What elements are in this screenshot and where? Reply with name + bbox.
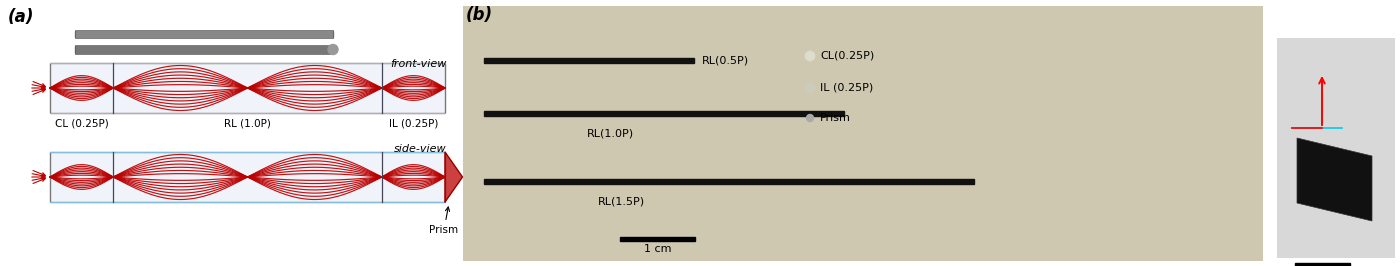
Bar [50,152,445,202]
Text: RL (1.0P): RL (1.0P) [224,118,272,128]
Bar [484,179,974,184]
Polygon shape [1296,138,1372,221]
Bar [484,58,694,63]
Text: 1 cm: 1 cm [644,244,671,254]
Bar [76,30,333,38]
Text: RL(1.5P): RL(1.5P) [598,197,645,207]
Circle shape [806,114,813,122]
Polygon shape [445,152,462,202]
Text: Prism: Prism [430,207,459,235]
Text: side-view: side-view [395,144,447,154]
Circle shape [805,51,815,61]
Bar [76,46,330,53]
Text: IL (0.25P): IL (0.25P) [820,83,874,93]
Bar [76,45,330,54]
Bar [1295,263,1350,266]
Text: Prism: Prism [820,113,851,123]
Text: CL(0.25P): CL(0.25P) [820,51,874,61]
Bar [463,6,1263,261]
Circle shape [805,83,815,93]
Bar [1277,38,1394,258]
Text: RL(0.5P): RL(0.5P) [701,56,749,65]
Text: (a): (a) [8,8,35,26]
Text: (b): (b) [466,6,493,24]
Text: CL (0.25P): CL (0.25P) [55,118,108,128]
Bar [484,111,844,116]
Circle shape [328,44,337,55]
Text: front-view: front-view [391,59,447,69]
Bar [620,237,694,241]
Text: IL (0.25P): IL (0.25P) [389,118,438,128]
Text: RL(1.0P): RL(1.0P) [587,129,634,139]
Bar [50,63,445,113]
Bar [76,31,333,37]
